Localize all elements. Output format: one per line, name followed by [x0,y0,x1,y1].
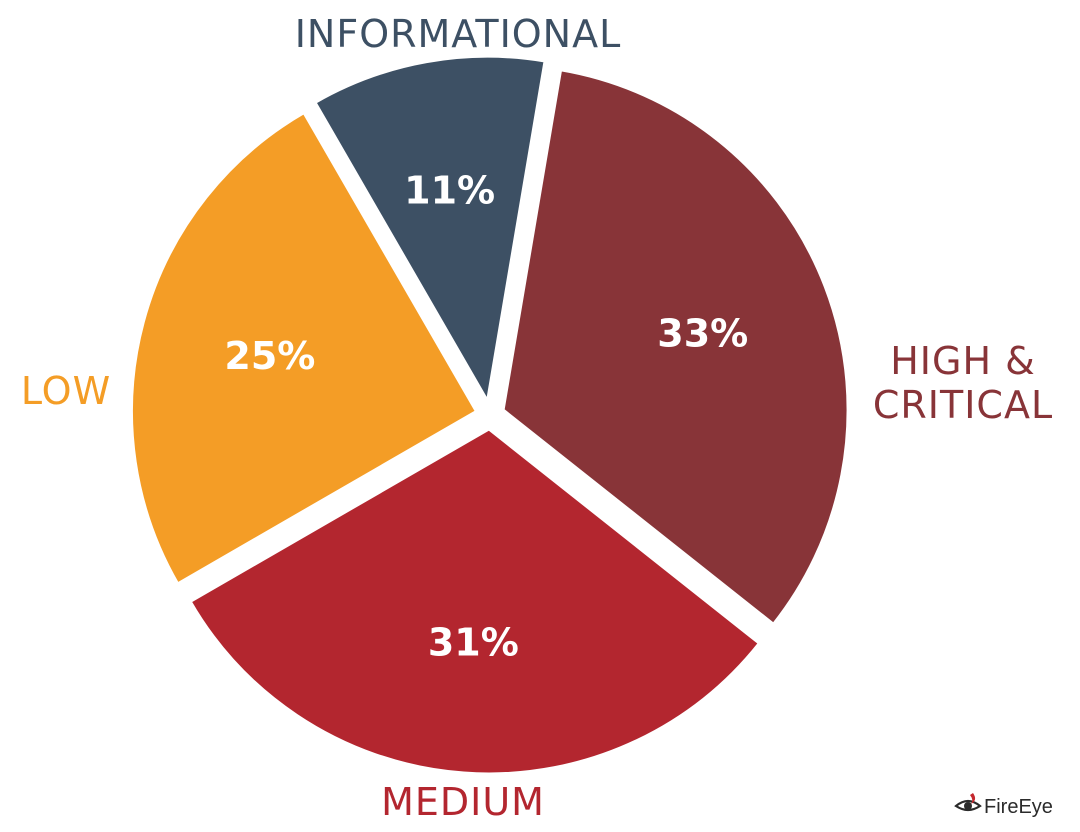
pie-slice-high-critical [501,68,850,627]
value-label-0: 11% [404,169,495,213]
pie-slice-medium [188,427,762,776]
category-labels: INFORMATIONAL HIGH & CRITICAL MEDIUM LOW [21,12,1053,824]
category-label-1: HIGH & CRITICAL [873,339,1053,427]
logo-wordmark: FireEye [984,796,1053,818]
value-labels: 11% 33% 31% 25% [224,169,748,665]
value-label-2: 31% [428,620,519,664]
pie-slice-low [129,110,479,586]
pie-slices [129,54,850,776]
category-label-2: MEDIUM [381,780,545,824]
category-label-3: LOW [21,369,111,413]
eye-icon: FireEye [954,793,1053,818]
value-label-3: 25% [224,334,315,378]
value-label-1: 33% [657,311,748,355]
category-label-0: INFORMATIONAL [295,12,622,56]
fireeye-logo: FireEye [954,792,1070,818]
pie-slice-informational [312,54,547,406]
